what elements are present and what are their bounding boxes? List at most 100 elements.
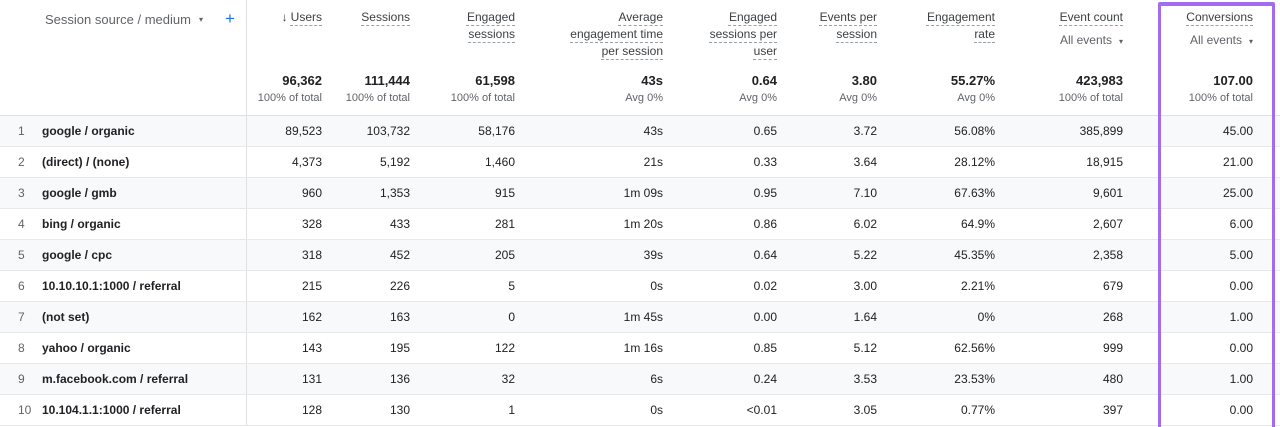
- metric-cell-event-count: 2,358: [1092, 248, 1123, 262]
- metric-cell-events-per-session: 3.53: [853, 372, 877, 386]
- metric-cell-sessions: 1,353: [379, 186, 410, 200]
- metric-cell-conversions: 6.00: [1229, 217, 1253, 231]
- metric-cell-average-engagement-time-per-session: 0s: [650, 279, 663, 293]
- sort-descending-icon: ↓: [281, 10, 288, 24]
- metric-cell-conversions: 1.00: [1229, 372, 1253, 386]
- metric-cell-conversions: 21.00: [1222, 155, 1253, 169]
- metric-cell-engaged-sessions-per-user: 0.33: [753, 155, 777, 169]
- all-events-dropdown[interactable]: All events ▾: [1190, 33, 1253, 47]
- row-number: 9: [18, 372, 25, 386]
- metric-cell-average-engagement-time-per-session: 1m 20s: [623, 217, 663, 231]
- metric-cell-users: 4,373: [291, 155, 322, 169]
- column-total: 3.80 Avg 0%: [839, 73, 877, 115]
- metric-cell-event-count: 397: [1102, 403, 1123, 417]
- metric-cell-sessions: 5,192: [379, 155, 410, 169]
- column-total: 61,598 100% of total: [451, 73, 515, 115]
- metric-cell-sessions: 136: [389, 372, 410, 386]
- column-total: 107.00 100% of total: [1189, 73, 1253, 115]
- metric-cell-engaged-sessions: 32: [501, 372, 515, 386]
- metric-cell-events-per-session: 3.72: [853, 124, 877, 138]
- total-subtext: 100% of total: [450, 92, 515, 104]
- metric-cell-events-per-session: 5.22: [853, 248, 877, 262]
- column-label-text: Event count: [1059, 10, 1123, 24]
- column-sort-label[interactable]: Sessions: [361, 9, 410, 26]
- all-events-label: All events: [1059, 33, 1112, 47]
- metric-cell-events-per-session: 6.02: [853, 217, 877, 231]
- column-sort-label[interactable]: Engaged sessions: [447, 9, 515, 43]
- total-subtext: 100% of total: [1188, 92, 1253, 104]
- metric-cell-users: 143: [301, 341, 322, 355]
- column-sort-label[interactable]: Conversions: [1186, 9, 1253, 26]
- total-value: 61,598: [475, 73, 515, 88]
- total-subtext: Avg 0%: [739, 92, 777, 104]
- dimension-value: 10.10.10.1:1000 / referral: [42, 271, 247, 301]
- column-label-text: Users: [290, 10, 322, 24]
- metric-cell-users: 215: [301, 279, 322, 293]
- column-label-text: Sessions: [361, 10, 410, 24]
- total-value: 423,983: [1076, 73, 1123, 88]
- dimension-value: m.facebook.com / referral: [42, 364, 247, 394]
- metric-cell-conversions: 0.00: [1229, 341, 1253, 355]
- metric-cell-sessions: 163: [389, 310, 410, 324]
- metric-cell-engaged-sessions: 0: [508, 310, 515, 324]
- all-events-dropdown[interactable]: All events ▾: [1060, 33, 1123, 47]
- column-total: 96,362 100% of total: [258, 73, 322, 115]
- metric-cell-average-engagement-time-per-session: 1m 09s: [623, 186, 663, 200]
- table-row: 7 (not set) 162 163 0 1m 45s 0.00 1.64 0% 268 1.00: [0, 302, 1280, 333]
- table-row: 4 bing / organic 328 433 281 1m 20s 0.86 6.02 64…: [0, 209, 1280, 240]
- table-row: 6 10.10.10.1:1000 / referral 215 226 5 0s 0.02…: [0, 271, 1280, 302]
- metric-cell-event-count: 2,607: [1092, 217, 1123, 231]
- metric-cell-conversions: 1.00: [1229, 310, 1253, 324]
- dimension-header-label: Session source / medium: [45, 12, 191, 27]
- column-total: 423,983 100% of total: [1059, 73, 1123, 115]
- total-value: 107.00: [1213, 73, 1253, 88]
- row-number: 4: [18, 217, 25, 231]
- table-row: 9 m.facebook.com / referral 131 136 32 6s 0.24…: [0, 364, 1280, 395]
- row-number: 5: [18, 248, 25, 262]
- column-header-sessions: Sessions 111,444 100% of total: [322, 0, 410, 115]
- column-total: 55.27% Avg 0%: [951, 73, 995, 115]
- metric-cell-engagement-rate: 62.56%: [954, 341, 995, 355]
- column-sort-label[interactable]: Average engagement time per session: [559, 9, 663, 60]
- metric-cell-users: 960: [301, 186, 322, 200]
- all-events-label: All events: [1189, 33, 1242, 47]
- metric-cell-users: 328: [301, 217, 322, 231]
- column-sort-label[interactable]: Engaged sessions per user: [699, 9, 777, 60]
- column-label-text: Engaged sessions: [466, 10, 515, 41]
- dimension-value: google / gmb: [42, 178, 247, 208]
- table-row: 3 google / gmb 960 1,353 915 1m 09s 0.95 7.10 67…: [0, 178, 1280, 209]
- metric-cell-conversions: 0.00: [1229, 279, 1253, 293]
- metric-cell-engagement-rate: 2.21%: [960, 279, 995, 293]
- chevron-down-icon: ▾: [198, 14, 203, 24]
- metric-cell-event-count: 268: [1102, 310, 1123, 324]
- column-header-event-count: Event count All events ▾ 423,983 100% of tot…: [995, 0, 1123, 115]
- column-label-text: Conversions: [1186, 10, 1253, 24]
- metric-cell-event-count: 18,915: [1086, 155, 1123, 169]
- column-sort-label[interactable]: ↓ Users: [282, 9, 322, 26]
- column-sort-label[interactable]: Engagement rate: [913, 9, 995, 43]
- metric-cell-engaged-sessions: 58,176: [478, 124, 515, 138]
- total-subtext: 100% of total: [1058, 92, 1123, 104]
- row-number: 1: [18, 124, 25, 138]
- metric-cell-conversions: 0.00: [1229, 403, 1253, 417]
- column-sort-label[interactable]: Event count: [1060, 9, 1123, 26]
- column-header-users: ↓ Users 96,362 100% of total: [247, 0, 322, 115]
- row-number: 8: [18, 341, 25, 355]
- row-number: 6: [18, 279, 25, 293]
- metric-cell-engagement-rate: 67.63%: [954, 186, 995, 200]
- metric-cell-engaged-sessions: 1,460: [484, 155, 515, 169]
- total-value: 3.80: [851, 73, 877, 88]
- metric-cell-engagement-rate: 28.12%: [954, 155, 995, 169]
- column-sort-label[interactable]: Events per session: [811, 9, 877, 43]
- table-body: 1 google / organic 89,523 103,732 58,176 43s 0…: [0, 116, 1280, 426]
- metric-cell-users: 131: [301, 372, 322, 386]
- dimension-selector[interactable]: Session source / medium ▾: [45, 12, 203, 27]
- add-dimension-button[interactable]: +: [224, 9, 235, 28]
- table-row: 10 10.104.1.1:1000 / referral 128 130 1 0s <0.…: [0, 395, 1280, 426]
- total-value: 0.64: [751, 73, 777, 88]
- metric-cell-engaged-sessions-per-user: 0.65: [753, 124, 777, 138]
- metric-cell-average-engagement-time-per-session: 21s: [643, 155, 663, 169]
- metric-cell-average-engagement-time-per-session: 0s: [650, 403, 663, 417]
- metric-cell-users: 162: [301, 310, 322, 324]
